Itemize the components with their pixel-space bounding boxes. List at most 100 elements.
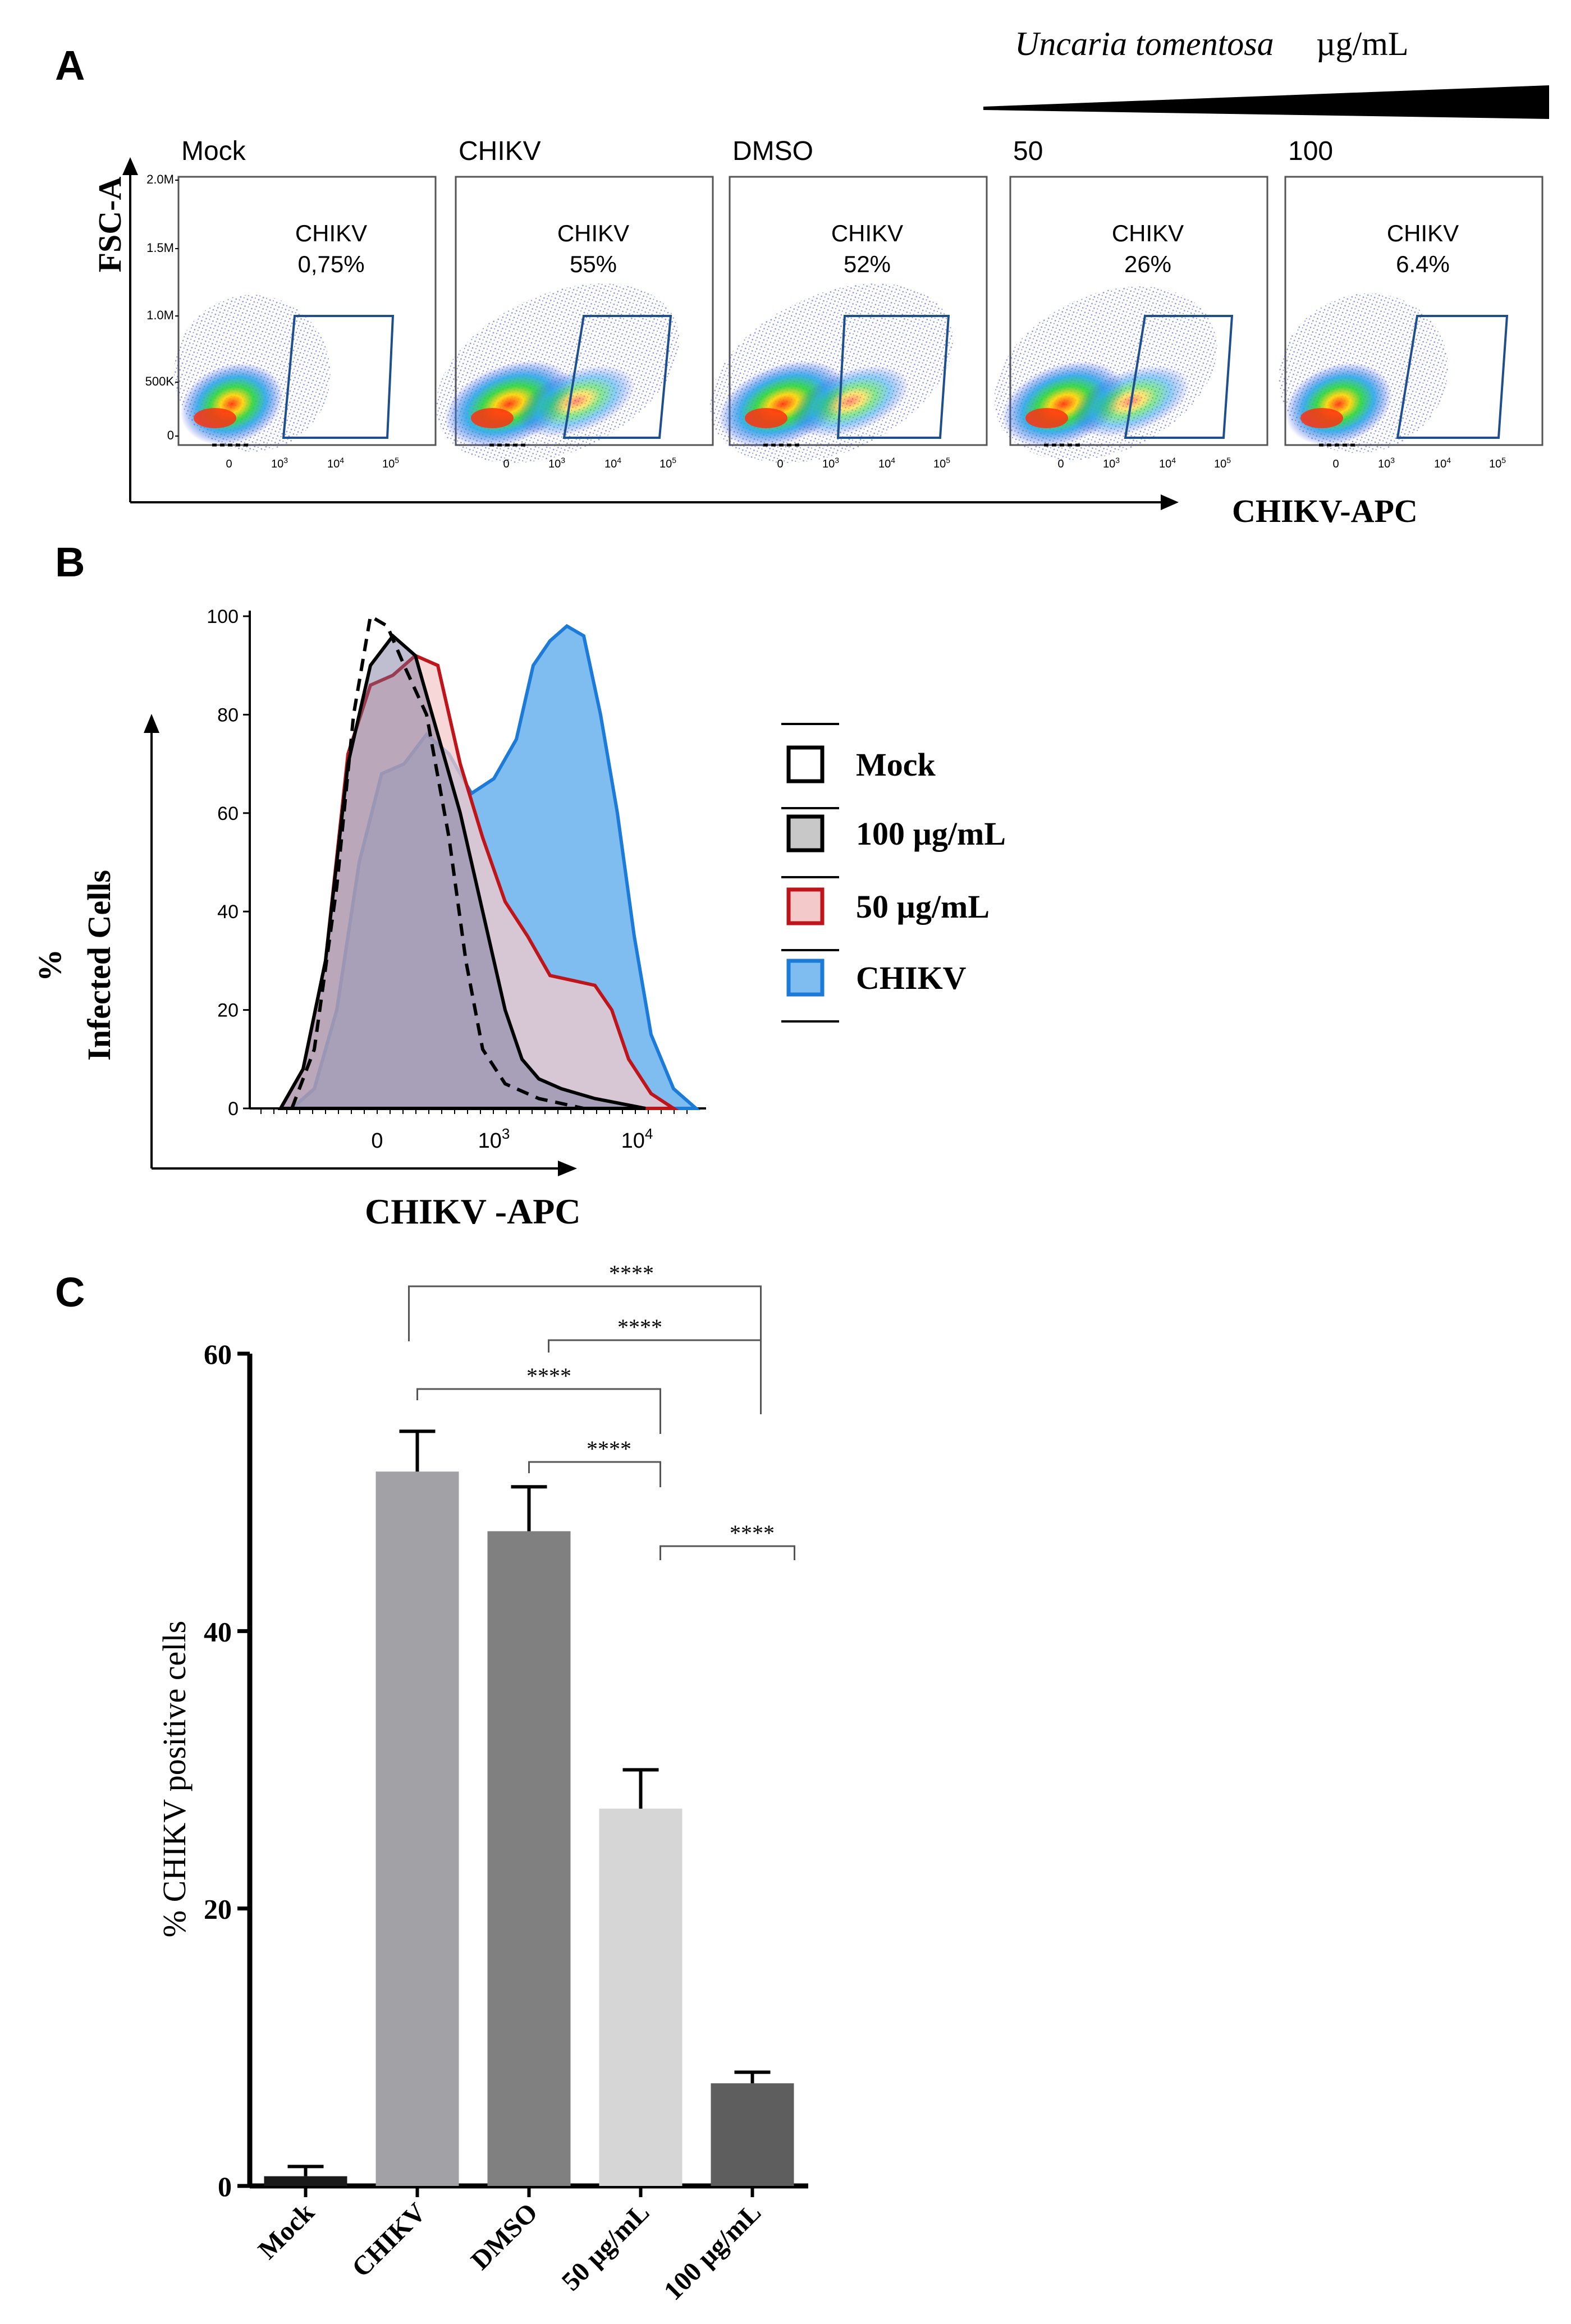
bar-chart-y-tick: 0 [218, 2171, 232, 2202]
flow-x-tick: 104 [1159, 456, 1176, 470]
flow-plot-title: CHIKV [459, 136, 541, 166]
flow-plot-title: DMSO [732, 136, 813, 166]
flow-x-tick-exponent: 3 [283, 456, 288, 465]
flow-events-core [745, 408, 787, 428]
gate-label: CHIKV [295, 220, 367, 246]
bar [375, 1472, 459, 2186]
flow-x-tick-exponent: 4 [340, 456, 344, 465]
flow-x-tick-exponent: 5 [672, 456, 676, 465]
flow-x-tick-exponent: 5 [1226, 456, 1231, 465]
flow-x-tick: 103 [822, 456, 839, 470]
significance-label: **** [609, 1260, 654, 1286]
legend-label: CHIKV [856, 960, 967, 996]
flow-x-tick: 104 [878, 456, 895, 470]
histogram-y-tick: 80 [217, 704, 239, 726]
legend-swatch [786, 887, 825, 925]
flow-gate [1396, 315, 1509, 439]
flow-events-secondary [791, 365, 910, 437]
flow-x-tick-exponent: 5 [395, 456, 399, 465]
panel-b-x-arrowhead [558, 1161, 577, 1176]
legend-label: 100 µg/mL [856, 815, 1006, 852]
gate-label: CHIKV [557, 220, 629, 246]
legend-label: Mock [856, 746, 936, 783]
flow-x-tick: 103 [1378, 456, 1395, 470]
gate-value: 52% [844, 251, 891, 277]
gate-label: CHIKV [1112, 220, 1184, 246]
flow-gate [1124, 315, 1234, 439]
flow-events-secondary [517, 365, 636, 437]
panel-c-label: C [55, 1269, 85, 1315]
bar-chart-y-tick: 60 [204, 1339, 232, 1370]
flow-x-tick: 105 [659, 456, 676, 470]
gate-label: CHIKV [1387, 220, 1459, 246]
flow-x-tick-exponent: 5 [946, 456, 950, 465]
flow-x-tick: 105 [1489, 456, 1506, 470]
gate-value: 6.4% [1396, 251, 1450, 277]
panel-a-y-arrowhead [122, 157, 138, 175]
significance-bracket [416, 1388, 661, 1434]
gate-value: 55% [570, 251, 617, 277]
significance-label: **** [730, 1520, 775, 1546]
flow-x-tick: 0 [503, 458, 509, 470]
flow-x-tick: 104 [327, 456, 344, 470]
gate-value: 26% [1124, 251, 1171, 277]
histogram-x-tick: 0 [371, 1129, 383, 1153]
flow-y-tick: 1.0M [146, 308, 174, 322]
panel-a-label: A [55, 42, 85, 89]
bar [711, 2083, 794, 2186]
bar-chart-x-tick: CHIKV [346, 2197, 432, 2283]
treatment-unit: µg/mL [1316, 25, 1409, 62]
panel-b-y-axis-label-line2: Infected Cells [81, 870, 117, 1061]
flow-y-tick: 2.0M [146, 172, 174, 186]
flow-x-tick-exponent: 4 [1446, 456, 1451, 465]
panel-b-y-axis-label-line1: % [31, 949, 68, 982]
bar-chart-y-tick: 40 [204, 1616, 232, 1647]
flow-x-tick: 104 [604, 456, 621, 470]
bar-chart-y-axis-label: % CHIKV positive cells [156, 1621, 193, 1937]
flow-plot-title: Mock [181, 136, 246, 166]
legend-swatch [786, 745, 825, 783]
legend-label: 50 µg/mL [856, 888, 990, 925]
bar-chart: 0 20 40 60 Mock CHIKV DMSO 50 µg/mL 100 µg/mL ***… [204, 1260, 808, 2306]
bar [599, 1808, 683, 2186]
flow-x-tick: 103 [1103, 456, 1120, 470]
flow-x-tick: 0 [1332, 458, 1339, 470]
flow-x-tick-exponent: 5 [1501, 456, 1506, 465]
panel-b-x-axis-label: CHIKV -APC [365, 1191, 581, 1231]
flow-y-tick: 1.5M [146, 241, 174, 255]
flow-plot-title: 50 [1013, 136, 1043, 166]
bar-chart-x-tick: 100 µg/mL [658, 2197, 767, 2306]
legend-swatch [786, 959, 825, 997]
flow-x-tick-exponent: 4 [617, 456, 621, 465]
panel-a-x-arrowhead [1161, 494, 1179, 510]
histogram-legend: Mock 100 µg/mL 50 µg/mL CHIKV [781, 723, 1006, 1023]
histogram-x-tick: 103 [478, 1125, 510, 1153]
flow-events-core [194, 408, 236, 428]
treatment-label: Uncaria tomentosa [1015, 25, 1274, 62]
flow-x-tick-exponent: 3 [561, 456, 565, 465]
histogram-y-tick: 60 [217, 803, 239, 824]
flow-x-tick: 104 [1434, 456, 1451, 470]
histogram-plot: 100 80 60 40 20 0 0 103 104 [207, 606, 706, 1153]
significance-label: **** [617, 1314, 662, 1340]
panel-a-y-axis-label: FSC-A [91, 177, 128, 273]
significance-bracket [528, 1461, 661, 1487]
concentration-gradient-wedge [983, 85, 1549, 119]
flow-x-tick-exponent: 3 [835, 456, 839, 465]
flow-x-tick: 0 [777, 458, 783, 470]
flow-x-tick: 105 [382, 456, 399, 470]
gate-value: 0,75% [297, 251, 364, 277]
flow-y-tick: 500K [145, 374, 175, 388]
bar [264, 2176, 347, 2186]
bar-chart-y-tick: 20 [204, 1894, 232, 1925]
histogram-100ugml-curve [277, 633, 646, 1110]
flow-x-tick-exponent: 3 [1115, 456, 1120, 465]
flow-x-tick-exponent: 4 [1171, 456, 1176, 465]
flow-x-tick: 0 [1057, 458, 1064, 470]
flow-plots: Mock CHIKV 0,75% 0 103 104 105 2.0M 1.5M 1.0M 500K… [145, 136, 1543, 470]
flow-events-core [471, 408, 514, 428]
flow-events-core [1300, 408, 1343, 428]
histogram-y-tick: 40 [217, 901, 239, 923]
panel-a-x-axis-label: CHIKV-APC [1232, 493, 1418, 529]
legend-swatch [786, 814, 825, 852]
